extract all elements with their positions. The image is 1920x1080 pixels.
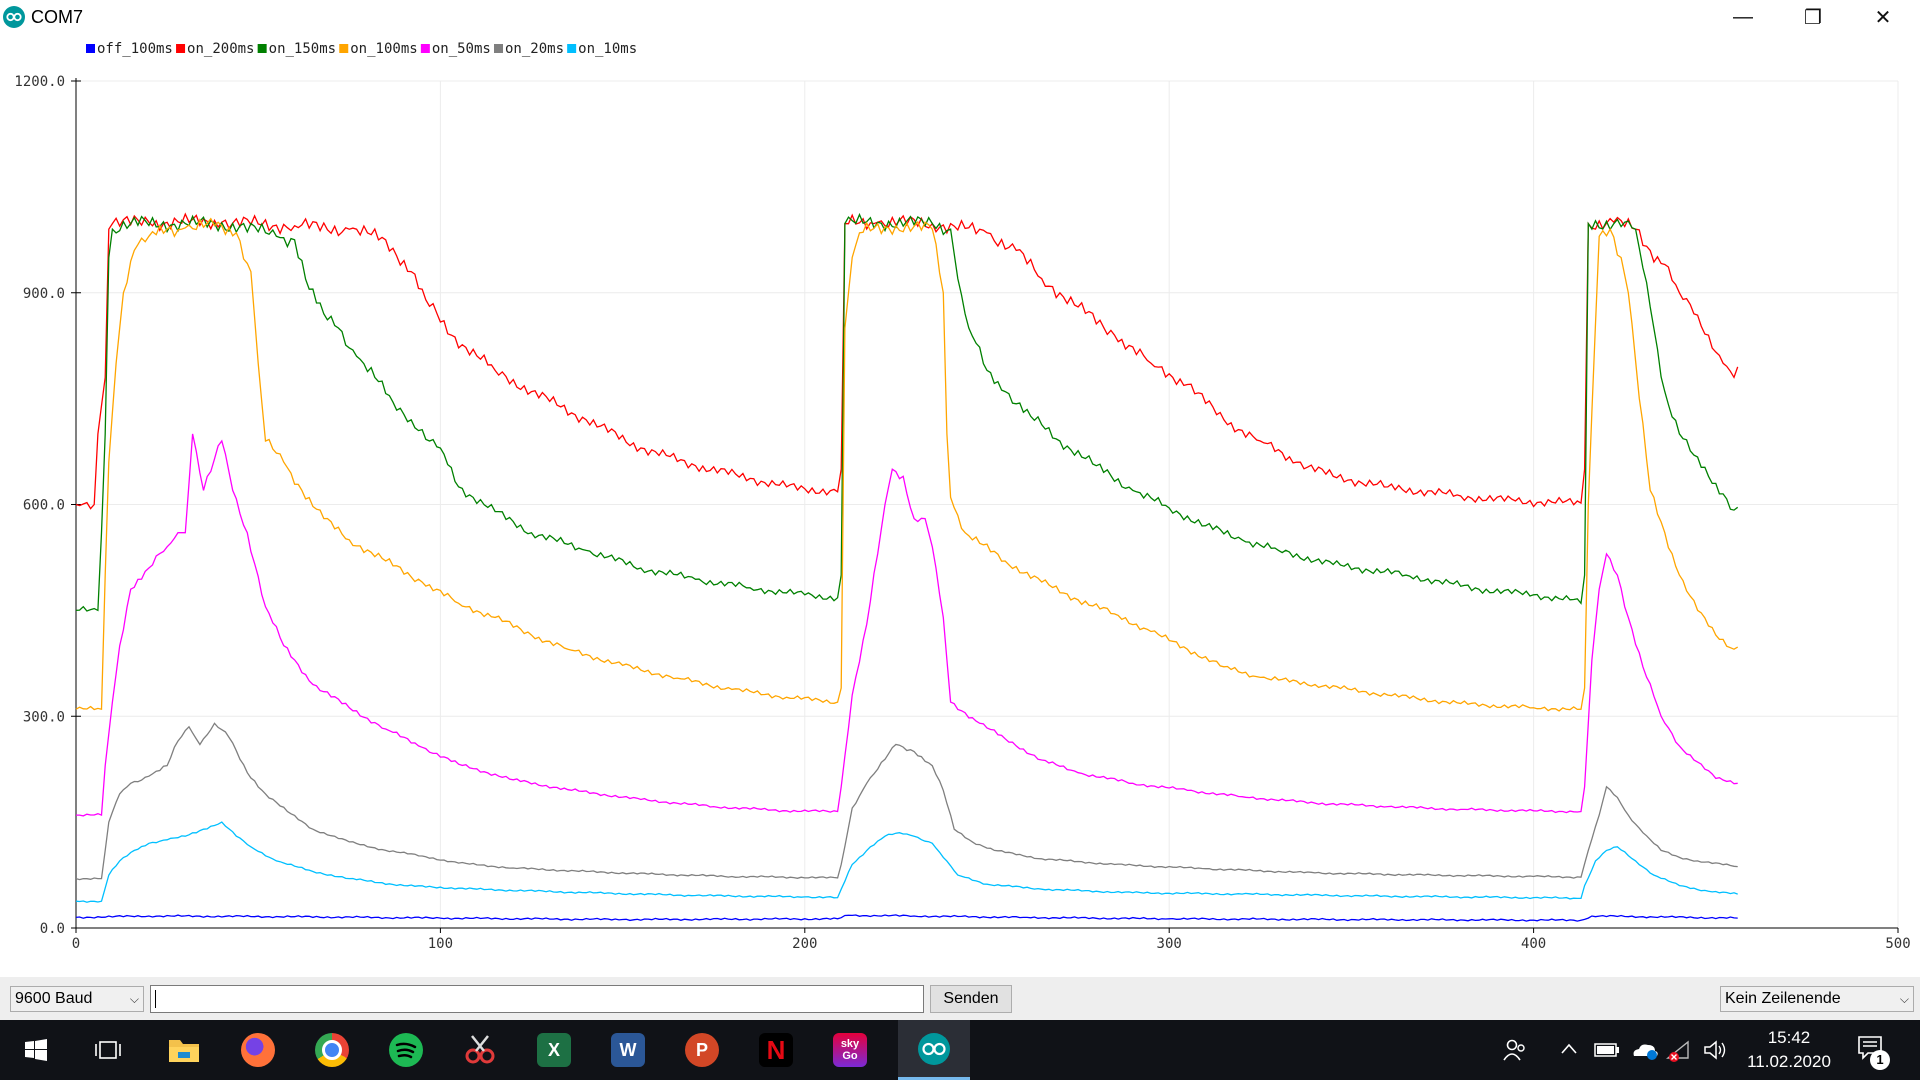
chart-axes: 0.0 300.0 600.0 900.0 1200.0 0 100 200 300 400 500 <box>14 74 1910 952</box>
baud-rate-select[interactable]: 9600 Baud ⌵ <box>10 986 144 1012</box>
legend-label: on_50ms <box>432 41 491 57</box>
scissors-icon <box>465 1035 495 1064</box>
task-view-icon <box>95 1041 121 1059</box>
x-tick-label: 100 <box>428 936 453 952</box>
legend-swatch <box>257 44 267 53</box>
onedrive-icon[interactable] <box>1630 1038 1660 1062</box>
series-line-on-150ms <box>75 212 1739 612</box>
clock-time: 15:42 <box>1767 1028 1811 1047</box>
start-button[interactable] <box>0 1020 72 1080</box>
x-tick-label: 400 <box>1521 936 1546 952</box>
serial-controls-bar: 9600 Baud ⌵ Senden Kein Zeilenende ⌵ <box>0 977 1920 1020</box>
taskbar-word[interactable]: W <box>592 1020 664 1080</box>
y-tick-label: 600.0 <box>23 498 65 514</box>
text-caret <box>155 990 156 1008</box>
taskbar-firefox[interactable] <box>222 1020 294 1080</box>
people-icon[interactable] <box>1502 1038 1528 1062</box>
notification-count-badge: 1 <box>1870 1050 1890 1070</box>
y-tick-label: 0.0 <box>40 921 65 937</box>
taskbar-powerpoint[interactable]: P <box>666 1020 738 1080</box>
task-view-button[interactable] <box>72 1020 144 1080</box>
arduino-icon <box>918 1032 950 1065</box>
baud-rate-value: 9600 Baud <box>15 990 93 1007</box>
legend-swatch <box>339 44 349 53</box>
action-center-button[interactable]: 1 <box>1856 1034 1896 1070</box>
network-icon[interactable] <box>1664 1038 1694 1064</box>
taskbar-chrome[interactable] <box>296 1020 368 1080</box>
taskbar-excel[interactable]: X <box>518 1020 590 1080</box>
serial-plotter-chart: 0.0 300.0 600.0 900.0 1200.0 0 100 200 300 400 500… <box>14 41 1910 952</box>
x-tick-label: 500 <box>1885 936 1910 952</box>
chart-series <box>75 212 1739 922</box>
series-line-on-200ms <box>75 212 1739 510</box>
send-button[interactable]: Senden <box>930 985 1012 1013</box>
windows-icon <box>25 1039 47 1061</box>
spotify-icon <box>389 1033 423 1067</box>
legend-swatch <box>567 44 577 53</box>
chevron-down-icon: ⌵ <box>129 992 139 1006</box>
volume-icon[interactable] <box>1702 1038 1728 1062</box>
chrome-icon <box>315 1033 349 1067</box>
y-tick-label: 300.0 <box>23 709 65 725</box>
windows-taskbar: X W P N sky Go 15:42 11.02.2020 1 <box>0 1020 1920 1080</box>
series-line-on-10ms <box>75 821 1738 903</box>
title-bar: COM7 — ❐ ✕ <box>0 0 1920 34</box>
series-line-on-20ms <box>75 722 1738 881</box>
y-tick-label: 900.0 <box>23 286 65 302</box>
system-clock[interactable]: 15:42 11.02.2020 <box>1744 1026 1834 1074</box>
word-icon: W <box>611 1033 645 1067</box>
chevron-down-icon: ⌵ <box>1899 992 1909 1006</box>
legend-label: on_20ms <box>505 41 564 57</box>
legend-swatch <box>494 44 503 53</box>
taskbar-arduino[interactable] <box>898 1020 970 1080</box>
taskbar-snipping-tool[interactable] <box>444 1020 516 1080</box>
legend-label: on_10ms <box>578 41 637 57</box>
series-line-off-100ms <box>75 914 1738 922</box>
legend-label: on_100ms <box>350 41 417 57</box>
maximize-button[interactable]: ❐ <box>1804 6 1822 29</box>
battery-icon[interactable] <box>1594 1042 1620 1058</box>
legend-swatch <box>420 44 430 53</box>
chart-legend: off_100ms on_200ms on_150ms on_100ms on_50ms… <box>86 41 637 57</box>
line-ending-select[interactable]: Kein Zeilenende ⌵ <box>1720 986 1914 1012</box>
legend-swatch <box>176 44 186 53</box>
series-line-on-50ms <box>76 433 1738 817</box>
clock-date: 11.02.2020 <box>1747 1052 1831 1071</box>
x-tick-label: 0 <box>72 936 80 952</box>
notification-icon <box>1858 1036 1882 1060</box>
taskbar-file-explorer[interactable] <box>148 1020 220 1080</box>
powerpoint-icon: P <box>685 1033 719 1067</box>
chart-grid <box>76 80 1899 928</box>
x-tick-label: 200 <box>792 936 817 952</box>
x-tick-label: 300 <box>1157 936 1182 952</box>
chevron-up-icon[interactable] <box>1560 1042 1578 1056</box>
legend-label: on_200ms <box>187 41 254 57</box>
folder-icon <box>169 1040 199 1062</box>
legend-swatch <box>86 44 95 53</box>
sky-go-icon: sky Go <box>833 1033 867 1067</box>
close-button[interactable]: ✕ <box>1874 6 1892 29</box>
series-line-on-100ms <box>75 217 1739 712</box>
legend-label: off_100ms <box>97 41 173 57</box>
netflix-icon: N <box>759 1033 793 1067</box>
line-ending-value: Kein Zeilenende <box>1725 990 1841 1007</box>
arduino-icon <box>3 6 25 28</box>
legend-label: on_150ms <box>269 41 336 57</box>
taskbar-netflix[interactable]: N <box>740 1020 812 1080</box>
taskbar-spotify[interactable] <box>370 1020 442 1080</box>
firefox-icon <box>241 1033 275 1067</box>
y-tick-label: 1200.0 <box>14 74 65 90</box>
minimize-button[interactable]: — <box>1733 5 1753 28</box>
send-input[interactable] <box>150 985 924 1013</box>
taskbar-sky-go[interactable]: sky Go <box>814 1020 886 1080</box>
excel-icon: X <box>537 1033 571 1067</box>
window-title: COM7 <box>31 7 84 27</box>
